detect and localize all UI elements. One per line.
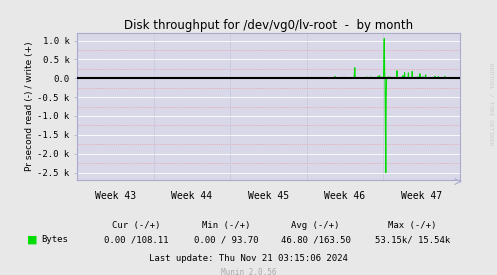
Text: 46.80 /163.50: 46.80 /163.50 (281, 235, 350, 244)
Text: Bytes: Bytes (41, 235, 68, 244)
Text: Min (-/+): Min (-/+) (202, 221, 250, 230)
Text: 53.15k/ 15.54k: 53.15k/ 15.54k (375, 235, 450, 244)
Text: Last update: Thu Nov 21 03:15:06 2024: Last update: Thu Nov 21 03:15:06 2024 (149, 254, 348, 263)
Text: RRDTOOL / TOBI OETIKER: RRDTOOL / TOBI OETIKER (489, 63, 494, 146)
Text: 0.00 / 93.70: 0.00 / 93.70 (194, 235, 258, 244)
Text: ■: ■ (27, 235, 38, 245)
Text: Week 44: Week 44 (171, 191, 212, 201)
Text: 0.00 /108.11: 0.00 /108.11 (104, 235, 169, 244)
Text: Munin 2.0.56: Munin 2.0.56 (221, 268, 276, 275)
Text: Week 43: Week 43 (95, 191, 136, 201)
Y-axis label: Pr second read (-) / write (+): Pr second read (-) / write (+) (25, 42, 34, 171)
Text: Week 47: Week 47 (401, 191, 442, 201)
Text: Week 45: Week 45 (248, 191, 289, 201)
Text: Max (-/+): Max (-/+) (388, 221, 437, 230)
Title: Disk throughput for /dev/vg0/lv-root  -  by month: Disk throughput for /dev/vg0/lv-root - b… (124, 19, 413, 32)
Text: Week 46: Week 46 (325, 191, 365, 201)
Text: Cur (-/+): Cur (-/+) (112, 221, 161, 230)
Text: Avg (-/+): Avg (-/+) (291, 221, 340, 230)
